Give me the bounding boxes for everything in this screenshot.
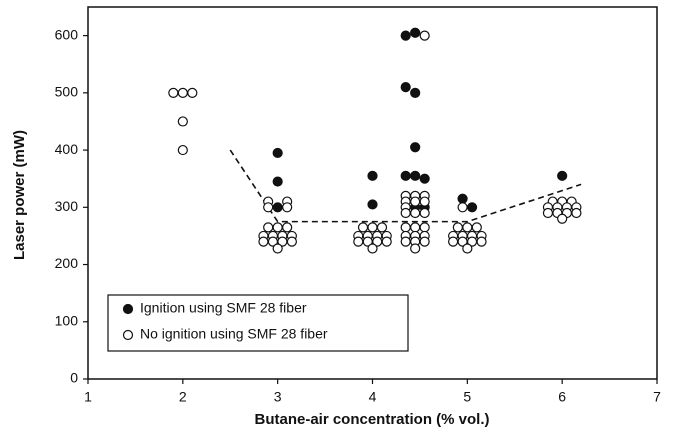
data-point (476, 236, 487, 247)
data-point (557, 213, 568, 224)
data-point (410, 243, 421, 254)
legend-box (107, 294, 409, 352)
data-point (452, 222, 463, 233)
data-point (272, 176, 283, 187)
x-tick-label: 7 (653, 389, 661, 405)
data-point (272, 147, 283, 159)
data-point (571, 207, 582, 219)
data-point (419, 173, 430, 184)
y-tick-label: 200 (55, 255, 79, 271)
data-point (419, 222, 430, 233)
data-point (400, 207, 411, 219)
data-point (367, 243, 378, 254)
data-point (272, 243, 283, 254)
data-point (462, 222, 473, 233)
data-point (410, 196, 421, 207)
data-point (448, 236, 459, 247)
data-point (367, 170, 378, 181)
x-tick-label: 6 (558, 389, 566, 405)
data-point (466, 202, 478, 213)
data-point (367, 222, 378, 233)
data-point (410, 87, 421, 98)
trend-line (229, 149, 582, 223)
data-point (400, 30, 411, 41)
y-axis-title: Laser power (mW) (11, 130, 28, 260)
data-point (263, 202, 274, 213)
y-tick-label: 100 (55, 312, 79, 328)
data-point (187, 87, 198, 98)
legend-label: No ignition using SMF 28 fiber (140, 326, 328, 342)
y-tick-label: 300 (55, 198, 79, 214)
data-point (272, 222, 283, 233)
data-point (419, 196, 430, 207)
data-point (542, 207, 554, 219)
data-point (177, 116, 188, 127)
data-point (419, 207, 430, 219)
data-point (381, 236, 392, 247)
data-point (286, 236, 297, 247)
data-point (400, 170, 411, 181)
data-point (258, 236, 269, 247)
data-point (263, 222, 274, 233)
data-point (419, 30, 430, 41)
x-tick-label: 1 (84, 389, 92, 405)
data-point (400, 222, 411, 233)
data-point (557, 170, 568, 181)
data-point (367, 199, 378, 210)
data-point (357, 222, 369, 233)
data-point (410, 170, 421, 181)
x-tick-label: 3 (274, 389, 282, 405)
x-tick-label: 2 (179, 389, 187, 405)
legend-marker (122, 303, 134, 315)
data-point (177, 87, 188, 98)
x-tick-label: 5 (463, 389, 471, 405)
data-point (419, 236, 430, 247)
data-point (462, 243, 473, 254)
data-point (400, 236, 411, 247)
x-axis-title: Butane-air concentration (% vol.) (254, 411, 489, 428)
y-tick-label: 400 (55, 141, 79, 157)
legend-marker (122, 329, 134, 341)
data-point (410, 142, 421, 153)
data-point (410, 207, 421, 219)
y-tick-label: 600 (55, 26, 79, 42)
data-point (376, 222, 388, 233)
data-point (457, 202, 468, 213)
data-point (282, 202, 293, 213)
data-point (471, 222, 482, 233)
data-point (272, 202, 283, 213)
data-point (457, 193, 468, 204)
data-point (282, 222, 293, 233)
data-point (410, 27, 421, 38)
data-point (168, 87, 179, 98)
data-point (177, 144, 188, 156)
data-point (353, 236, 364, 247)
data-point (400, 82, 411, 93)
data-point (410, 222, 421, 233)
y-tick-label: 500 (55, 84, 79, 100)
y-tick-label: 0 (70, 370, 78, 386)
x-tick-label: 4 (369, 389, 377, 405)
legend-label: Ignition using SMF 28 fiber (140, 300, 307, 316)
